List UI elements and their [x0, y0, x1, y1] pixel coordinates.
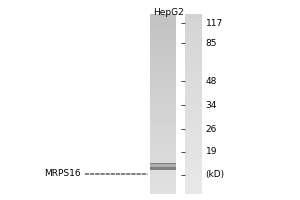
Text: 85: 85: [206, 38, 217, 47]
Text: 117: 117: [206, 19, 223, 27]
Text: (kD): (kD): [206, 170, 225, 180]
Text: MRPS16: MRPS16: [44, 170, 81, 178]
Text: 26: 26: [206, 124, 217, 134]
Text: 34: 34: [206, 100, 217, 110]
Text: 48: 48: [206, 76, 217, 86]
Text: 19: 19: [206, 148, 217, 156]
Text: HepG2: HepG2: [153, 8, 183, 17]
